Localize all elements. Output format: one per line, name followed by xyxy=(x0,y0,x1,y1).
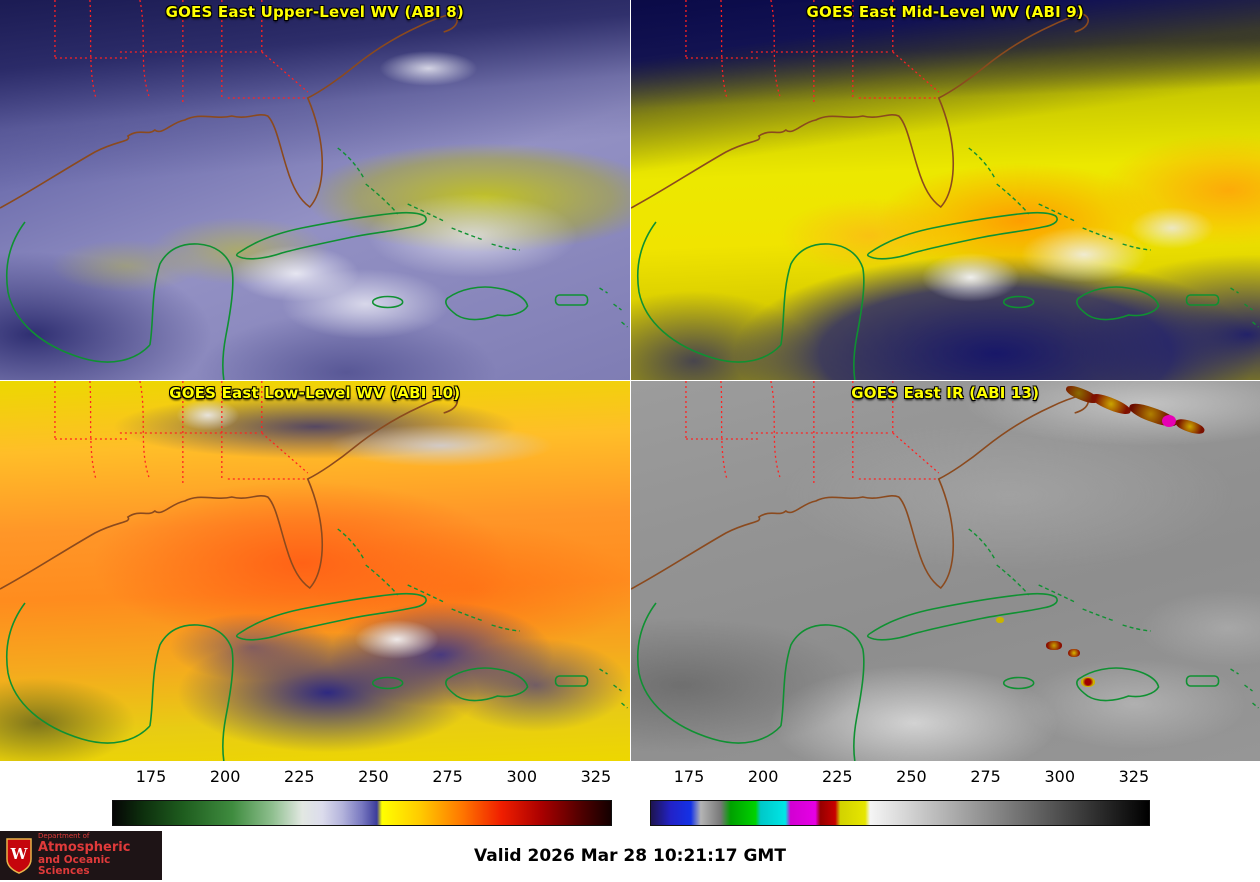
coastline-overlay-svg xyxy=(630,381,1259,761)
wv-colorbar-ticks: 175 200 225 250 275 300 325 xyxy=(112,763,612,789)
uw-crest-icon: W xyxy=(6,837,32,874)
colorbar-tick-label: 300 xyxy=(506,767,538,786)
wv-colorbar-gradient xyxy=(112,800,612,826)
footer: W Department of Atmospheric and Oceanic … xyxy=(0,831,1260,882)
colorbar-tick-label: 200 xyxy=(209,767,241,786)
coastline-overlay-svg xyxy=(0,0,628,380)
us-coastline-path xyxy=(0,13,458,209)
logo-line-2: Atmospheric xyxy=(38,839,131,855)
cold-cloud-top-speck xyxy=(1162,415,1177,428)
colorbar-tick-label: 325 xyxy=(1118,767,1150,786)
map-overlay xyxy=(630,381,1260,761)
map-overlay xyxy=(0,0,630,380)
bahamas-antilles-paths xyxy=(337,147,628,328)
logo-line-3: and Oceanic Sciences xyxy=(38,853,111,878)
panel-title-abi8: GOES East Upper-Level WV (ABI 8) xyxy=(165,3,464,21)
wv-colorbar: 175 200 225 250 275 300 325 xyxy=(112,763,612,829)
cold-cloud-top-speck xyxy=(1126,399,1179,430)
colorbar-tick-label: 225 xyxy=(284,767,315,786)
aos-department-logo: W Department of Atmospheric and Oceanic … xyxy=(0,831,162,880)
cold-cloud-top-speck xyxy=(1174,416,1206,437)
panel-title-abi9: GOES East Mid-Level WV (ABI 9) xyxy=(806,3,1084,21)
panel-grid: GOES East Upper-Level WV (ABI 8) xyxy=(0,0,1260,761)
bahamas-antilles-paths xyxy=(337,528,628,709)
ir-colorbar-ticks: 175 200 225 250 275 300 325 xyxy=(650,763,1150,789)
colorbar-tick-label: 250 xyxy=(896,767,927,786)
panel-title-abi13: GOES East IR (ABI 13) xyxy=(851,384,1040,402)
bahamas-antilles-paths xyxy=(967,528,1259,709)
caribbean-coastline-paths xyxy=(636,592,1219,761)
colorbar-tick-label: 175 xyxy=(135,767,167,786)
cold-cloud-top-speck xyxy=(1068,648,1080,657)
map-overlay xyxy=(0,381,630,761)
caribbean-coastline-paths xyxy=(636,211,1219,380)
logo-text: Department of Atmospheric and Oceanic Sc… xyxy=(38,833,156,877)
us-coastline-path xyxy=(630,13,1089,209)
panel-ir: GOES East IR (ABI 13) xyxy=(630,381,1260,761)
convection-highlights xyxy=(631,381,1260,761)
bahamas-antilles-paths xyxy=(967,147,1259,328)
valid-time: Valid 2026 Mar 28 10:21:17 GMT xyxy=(474,846,786,866)
cold-cloud-top-speck xyxy=(1080,677,1095,688)
coastline-overlay-svg xyxy=(630,0,1259,380)
colorbar-tick-label: 300 xyxy=(1044,767,1076,786)
cold-cloud-top-speck xyxy=(995,616,1004,623)
panel-upper-level-wv: GOES East Upper-Level WV (ABI 8) xyxy=(0,0,630,380)
caribbean-coastline-paths xyxy=(5,211,589,380)
crest-letter: W xyxy=(10,845,29,863)
panel-title-abi10: GOES East Low-Level WV (ABI 10) xyxy=(169,384,461,402)
panel-mid-level-wv: GOES East Mid-Level WV (ABI 9) xyxy=(630,0,1260,380)
coastline-overlay-svg xyxy=(0,381,628,761)
colorbar-legend-row: 175 200 225 250 275 300 325 175 200 225 250 275 300… xyxy=(0,761,1260,831)
colorbar-tick-label: 275 xyxy=(432,767,463,786)
colorbar-tick-label: 200 xyxy=(747,767,779,786)
map-overlay xyxy=(630,0,1260,380)
colorbar-tick-label: 175 xyxy=(673,767,705,786)
cold-cloud-top-speck xyxy=(1045,641,1062,651)
ir-colorbar-gradient xyxy=(650,800,1150,826)
colorbar-tick-label: 275 xyxy=(970,767,1001,786)
us-coastline-path xyxy=(0,394,458,590)
colorbar-tick-label: 225 xyxy=(822,767,853,786)
panel-low-level-wv: GOES East Low-Level WV (ABI 10) xyxy=(0,381,630,761)
ir-colorbar: 175 200 225 250 275 300 325 xyxy=(650,763,1150,829)
logo-line-1: Department of xyxy=(38,832,90,841)
caribbean-coastline-paths xyxy=(5,592,589,761)
colorbar-tick-label: 325 xyxy=(580,767,612,786)
colorbar-tick-label: 250 xyxy=(358,767,389,786)
us-coastline-path xyxy=(630,394,1089,590)
